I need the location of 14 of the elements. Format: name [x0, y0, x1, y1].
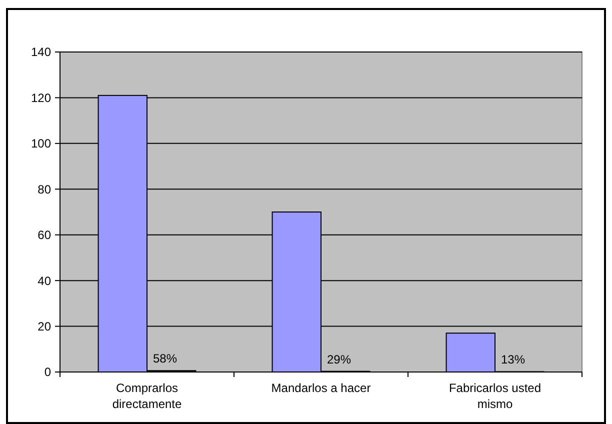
data-label: 29%	[327, 352, 352, 366]
y-tick-label: 140	[30, 45, 52, 60]
data-label: 58%	[153, 352, 178, 366]
y-tick-label: 100	[30, 136, 52, 151]
data-label: 13%	[501, 352, 526, 367]
y-tick-label: 120	[30, 90, 52, 105]
y-tick-label: 20	[38, 319, 52, 334]
y-tick-label: 60	[38, 228, 52, 242]
x-tick-label: Comprarlos directamente	[112, 381, 182, 411]
y-tick-label: 40	[38, 274, 52, 288]
y-tick-label: 0	[44, 365, 52, 380]
x-tick-label: Fabricarlos usted mismo	[448, 381, 542, 411]
y-tick-label: 80	[38, 182, 52, 196]
x-tick-label: Mandarlos a hacer	[271, 381, 371, 395]
